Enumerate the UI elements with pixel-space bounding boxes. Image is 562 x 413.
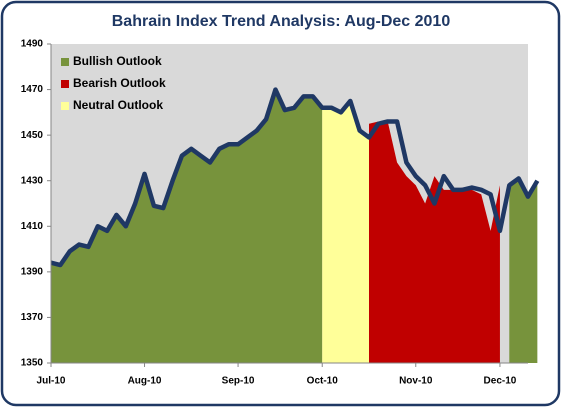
y-tick-label: 1410 (21, 221, 44, 232)
chart-title: Bahrain Index Trend Analysis: Aug-Dec 20… (112, 13, 451, 30)
legend-label: Neutral Outlook (73, 98, 163, 112)
y-tick-label: 1390 (21, 266, 44, 277)
legend-swatch (61, 58, 69, 66)
x-tick-label: Aug-10 (128, 376, 162, 387)
x-tick-label: Oct-10 (307, 376, 339, 387)
line (50, 87, 540, 268)
legend-swatch (61, 80, 69, 88)
area (51, 89, 323, 364)
legend-label: Bearish Outlook (73, 76, 166, 90)
area (369, 121, 500, 363)
x-tick-label: Sep-10 (222, 376, 255, 387)
y-tick-label: 1350 (21, 358, 44, 369)
y-tick-label: 1450 (21, 130, 44, 141)
y-tick-label: 1470 (21, 84, 44, 95)
x-tick-label: Dec-10 (484, 376, 517, 387)
y-tick-label: 1370 (21, 312, 44, 323)
area (509, 178, 538, 363)
y-tick-label: 1490 (21, 39, 44, 50)
area (322, 100, 369, 363)
legend-label: Bullish Outlook (73, 54, 162, 68)
y-tick-label: 1430 (21, 175, 44, 186)
x-tick-label: Jul-10 (37, 376, 66, 387)
legend-swatch (61, 102, 69, 110)
x-tick-label: Nov-10 (399, 376, 433, 387)
